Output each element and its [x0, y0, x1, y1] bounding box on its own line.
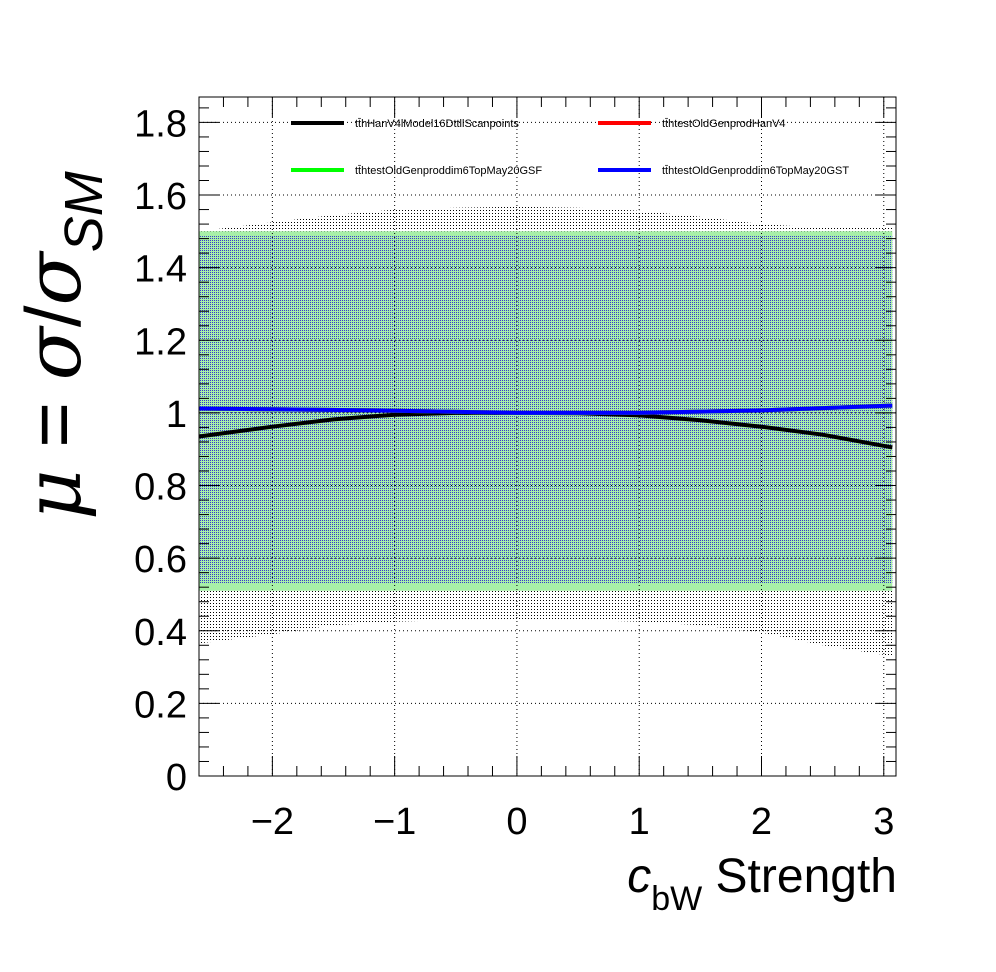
x-tick-label: 1	[629, 801, 650, 843]
x-tick-label: 3	[873, 801, 894, 843]
legend-label-1: tt̄hHanV4lModel16DttllScanpoints	[355, 118, 519, 130]
series-line-4	[198, 403, 893, 415]
y-tick-label: 1	[166, 394, 187, 436]
y-tick-label: 0.2	[134, 684, 187, 726]
error-bands	[199, 206, 893, 657]
legend-label-4: tt̄htestOldGenproddim6TopMay20GST	[662, 165, 849, 177]
x-tick-labels: −2 −1 0 1 2 3	[251, 801, 895, 843]
x-tick-label: −2	[251, 801, 294, 843]
x-tick-label: −1	[373, 801, 416, 843]
plot-frame	[198, 96, 897, 777]
y-tick-label: 1.4	[134, 249, 187, 291]
axis-ticks	[198, 97, 896, 777]
x-tick-label: 0	[506, 801, 527, 843]
y-axis-title: μ = σ/σSM	[9, 171, 114, 520]
y-tick-label: 1.8	[134, 103, 187, 145]
y-tick-label: 1.6	[134, 176, 187, 218]
y-tick-label: 0.8	[134, 467, 187, 509]
x-axis-title: cbW Strength	[627, 850, 897, 918]
y-tick-label: 1.2	[134, 321, 187, 363]
x-tick-label: 2	[751, 801, 772, 843]
legend: tt̄hHanV4lModel16DttllScanpoints tt̄htest…	[291, 118, 849, 177]
legend-label-3: tt̄htestOldGenproddim6TopMay20GSF	[355, 165, 542, 177]
legend-label-2: tt̄htestOldGenprodHanV4	[662, 118, 786, 130]
band-4	[199, 235, 893, 584]
y-tick-label: 0.4	[134, 612, 187, 654]
y-tick-labels: 0 0.2 0.4 0.6 0.8 1 1.2 1.4 1.6 1.8	[134, 103, 187, 799]
y-tick-label: 0.6	[134, 539, 187, 581]
series-lines	[198, 403, 893, 450]
grid-lines	[199, 97, 896, 776]
y-tick-label: 0	[166, 757, 187, 799]
